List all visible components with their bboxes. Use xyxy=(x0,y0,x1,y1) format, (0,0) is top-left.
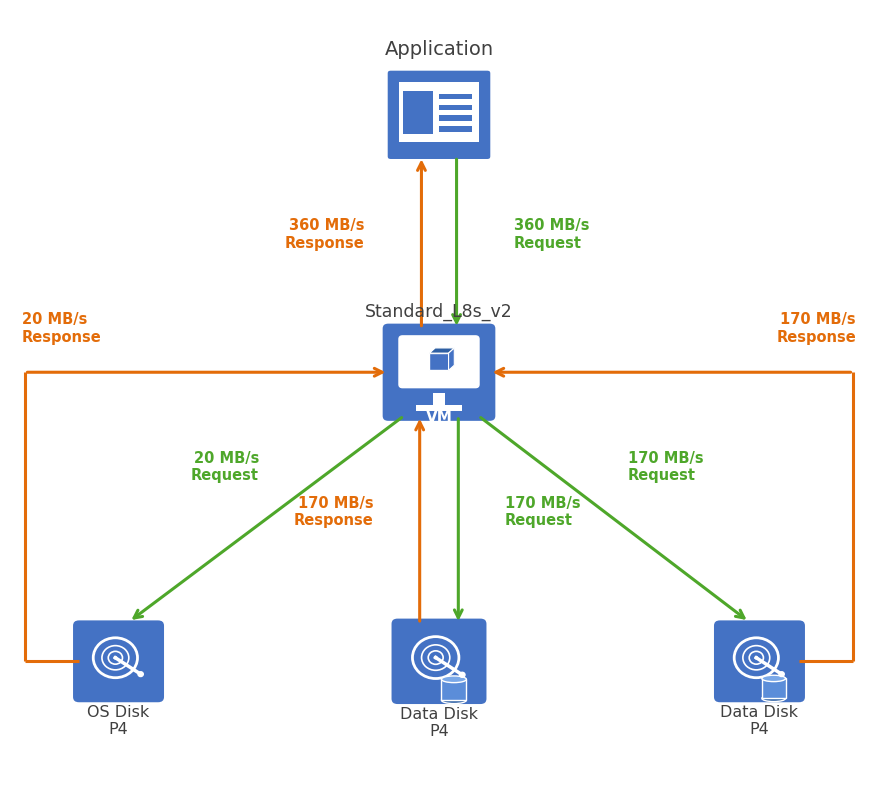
Ellipse shape xyxy=(441,697,466,703)
FancyBboxPatch shape xyxy=(712,619,805,703)
Ellipse shape xyxy=(761,695,785,702)
Bar xyxy=(438,126,472,131)
Text: 170 MB/s
Request: 170 MB/s Request xyxy=(504,496,580,528)
Text: Data Disk
P4: Data Disk P4 xyxy=(720,705,797,737)
FancyBboxPatch shape xyxy=(72,619,165,703)
Polygon shape xyxy=(429,348,453,353)
FancyBboxPatch shape xyxy=(390,618,487,705)
Bar xyxy=(416,405,461,411)
Text: Standard_L8s_v2: Standard_L8s_v2 xyxy=(365,303,512,321)
Text: VM: VM xyxy=(425,409,452,425)
Text: 170 MB/s
Request: 170 MB/s Request xyxy=(627,451,702,483)
Ellipse shape xyxy=(761,676,785,682)
Bar xyxy=(432,393,445,405)
Text: 170 MB/s
Response: 170 MB/s Response xyxy=(775,313,855,345)
Text: OS Disk
P4: OS Disk P4 xyxy=(88,705,149,737)
Circle shape xyxy=(459,672,465,677)
Bar xyxy=(429,353,448,371)
FancyBboxPatch shape xyxy=(386,70,491,160)
Polygon shape xyxy=(448,348,453,371)
Bar xyxy=(438,93,472,99)
Bar xyxy=(761,679,785,699)
Bar xyxy=(399,82,478,143)
Bar xyxy=(403,91,433,134)
FancyBboxPatch shape xyxy=(381,322,496,422)
Text: 170 MB/s
Response: 170 MB/s Response xyxy=(293,496,373,528)
FancyBboxPatch shape xyxy=(398,336,479,387)
Bar xyxy=(438,116,472,120)
Text: 360 MB/s
Request: 360 MB/s Request xyxy=(513,219,588,251)
Text: 360 MB/s
Response: 360 MB/s Response xyxy=(284,219,364,251)
Circle shape xyxy=(434,657,437,659)
Circle shape xyxy=(754,657,757,659)
Ellipse shape xyxy=(441,676,466,683)
Circle shape xyxy=(778,672,783,676)
Circle shape xyxy=(138,672,143,676)
Text: Data Disk
P4: Data Disk P4 xyxy=(400,706,477,739)
Text: 20 MB/s
Response: 20 MB/s Response xyxy=(22,313,102,345)
Bar xyxy=(441,680,466,700)
Text: 20 MB/s
Request: 20 MB/s Request xyxy=(191,451,259,483)
Circle shape xyxy=(114,657,117,659)
Text: Application: Application xyxy=(384,40,493,59)
Bar xyxy=(438,105,472,110)
